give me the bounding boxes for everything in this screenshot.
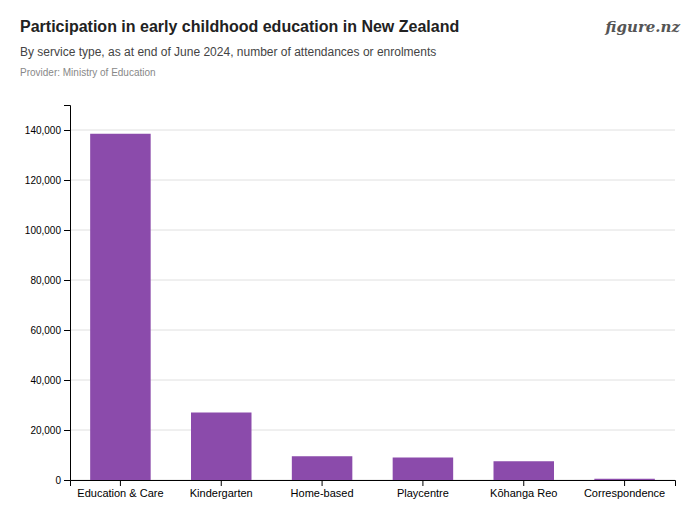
grid-line [70, 230, 675, 231]
grid-line [70, 380, 675, 381]
x-tick-label: Playcentre [397, 487, 449, 499]
y-tick-mark [64, 280, 70, 281]
bars [90, 134, 655, 480]
y-tick-mark [64, 130, 70, 131]
y-tick: 60,000 [30, 325, 70, 336]
y-axis: 0 20,000 40,000 60,000 80,000 100,000 120,000 1… [25, 106, 71, 486]
x-tick: Education & Care [77, 480, 163, 499]
x-tick-label: Home-based [291, 487, 354, 499]
y-axis-line [64, 106, 71, 481]
y-tick: 140,000 [25, 125, 70, 136]
y-tick-label: 100,000 [25, 225, 62, 236]
y-tick: 20,000 [30, 425, 70, 436]
x-tick-label: Education & Care [77, 487, 163, 499]
x-tick: Home-based [291, 480, 354, 499]
y-tick-label: 120,000 [25, 175, 62, 186]
x-tick-mark [221, 480, 222, 486]
x-tick: Playcentre [397, 480, 449, 499]
x-tick-mark [624, 480, 625, 486]
x-tick-label: Kōhanga Reo [490, 487, 557, 499]
grid-line [70, 130, 675, 131]
x-tick: Kōhanga Reo [490, 480, 557, 499]
bar [292, 456, 353, 480]
y-tick-mark [64, 180, 70, 181]
y-tick-label: 140,000 [25, 125, 62, 136]
bar [90, 134, 150, 480]
x-axis: Education & Care Kindergarten Home-based Pl… [71, 480, 676, 499]
grid-line [70, 280, 675, 281]
bar [393, 458, 454, 481]
y-tick-mark [64, 430, 70, 431]
bar [494, 461, 555, 480]
plot: 0 20,000 40,000 60,000 80,000 100,000 120,000 1… [25, 106, 676, 499]
x-tick-label: Kindergarten [190, 487, 253, 499]
y-tick: 0 [55, 475, 70, 486]
y-tick: 40,000 [30, 375, 70, 386]
x-tick-label: Correspondence [584, 487, 665, 499]
x-tick-mark [120, 480, 121, 486]
y-tick-mark [64, 330, 70, 331]
y-tick-label: 20,000 [30, 425, 61, 436]
y-tick: 120,000 [25, 175, 70, 186]
grid [70, 130, 675, 480]
subtitle: By service type, as at end of June 2024,… [20, 45, 436, 59]
grid-line [70, 430, 675, 431]
grid-line [70, 180, 675, 181]
bar [191, 413, 252, 481]
y-tick-mark [64, 480, 70, 481]
x-tick-mark [523, 480, 524, 486]
title: Participation in early childhood educati… [20, 18, 459, 35]
y-tick: 100,000 [25, 225, 70, 236]
x-tick-mark [422, 480, 423, 486]
y-tick-mark [64, 380, 70, 381]
y-tick-mark [64, 230, 70, 231]
x-tick: Kindergarten [190, 480, 253, 499]
chart: Participation in early childhood educati… [0, 0, 700, 525]
y-tick: 80,000 [30, 275, 70, 286]
y-tick-label: 0 [55, 475, 61, 486]
y-tick-label: 60,000 [30, 325, 61, 336]
provider: Provider: Ministry of Education [20, 67, 156, 78]
logo: figure.nz [605, 18, 681, 36]
x-tick-mark [322, 480, 323, 486]
x-axis-line [71, 481, 676, 487]
bar [594, 479, 655, 480]
y-tick-label: 40,000 [30, 375, 61, 386]
x-tick: Correspondence [584, 480, 665, 499]
grid-line [70, 330, 675, 331]
y-tick-label: 80,000 [30, 275, 61, 286]
